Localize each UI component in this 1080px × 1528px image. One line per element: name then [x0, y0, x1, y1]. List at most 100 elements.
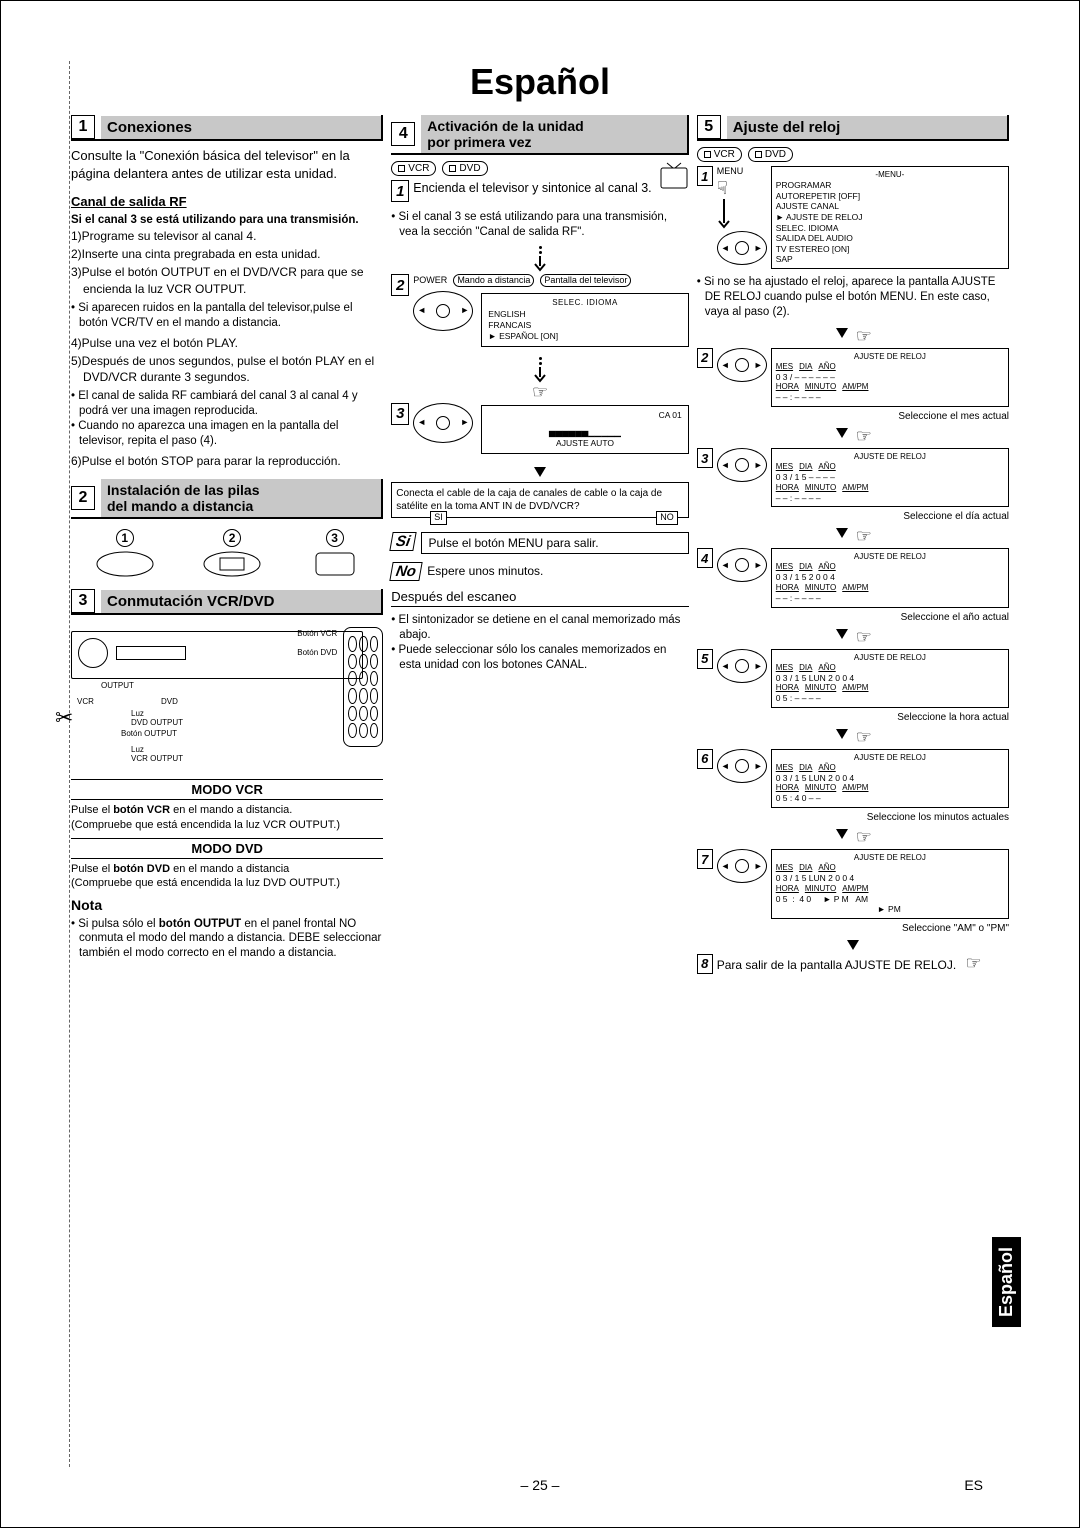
- menu-main: -MENU- PROGRAMAR AUTOREPETIR [OFF] AJUST…: [771, 166, 1009, 269]
- t: SELEC. IDIOMA: [776, 223, 1004, 234]
- t: MINUTO: [805, 583, 836, 593]
- down-arrow-icon: ☞: [697, 728, 1009, 746]
- t: SALIDA DEL AUDIO: [776, 233, 1004, 244]
- antenna-question: Conecta el cable de la caja de canales d…: [391, 482, 688, 518]
- page-number: – 25 –: [1, 1477, 1079, 1493]
- lang-code: ES: [964, 1477, 983, 1493]
- t: Para salir de la pantalla AJUSTE DE RELO…: [717, 958, 956, 972]
- t: MES: [776, 462, 793, 472]
- t: MES: [776, 562, 793, 572]
- cap: Seleccione los minutos actuales: [697, 812, 1009, 823]
- t: MINUTO: [805, 382, 836, 392]
- list-item: 2)Inserte una cinta pregrabada en esta u…: [71, 246, 383, 262]
- lbl: VCR: [77, 697, 94, 706]
- nota-head: Nota: [71, 897, 383, 913]
- t: AJUSTE DE RELOJ: [776, 352, 1004, 362]
- rf-bold: Si el canal 3 se está utilizando para un…: [71, 213, 383, 228]
- down-arrow-icon: [391, 465, 688, 479]
- vcr-p1: Pulse el botón VCR en el mando a distanc…: [71, 803, 383, 817]
- t: MINUTO: [805, 884, 836, 894]
- t: AJUSTE DE RELOJ: [776, 753, 1004, 763]
- t: AUTOREPETIR [OFF]: [776, 191, 1004, 202]
- pill-row: VCR DVD: [391, 161, 688, 176]
- rf-heading: Canal de salida RF: [71, 194, 383, 209]
- step-num: 3: [697, 448, 713, 468]
- t: SAP: [776, 254, 1004, 265]
- section-num: 5: [697, 115, 721, 139]
- hand-icon: ☞: [856, 828, 872, 846]
- t: MES: [776, 663, 793, 673]
- t: Pulse el: [71, 863, 113, 875]
- t: HORA: [776, 583, 799, 593]
- t: Instalación de las pilas: [107, 482, 260, 498]
- col-mid: 4 Activación de la unidad por primera ve…: [391, 115, 688, 1445]
- t: – – : – – – –: [776, 493, 1004, 504]
- clock-box: AJUSTE DE RELOJ MESDIAAÑO 0 3 / 1 5 – – …: [771, 448, 1009, 507]
- t: PROGRAMAR: [776, 180, 1004, 191]
- t: 0 3 / 1 5 LUN 2 0 0 4: [776, 873, 1004, 884]
- t: DIA: [799, 863, 812, 873]
- dvd-p1: Pulse el botón DVD en el mando a distanc…: [71, 862, 383, 876]
- s5-note1: Si no se ha ajustado el reloj, aparece l…: [697, 275, 1009, 320]
- t: del mando a distancia: [107, 498, 253, 514]
- rf-list3: 6)Pulse el botón STOP para parar la repr…: [71, 453, 383, 471]
- clock-box: AJUSTE DE RELOJ MESDIAAÑO 0 3 / – – – – …: [771, 348, 1009, 407]
- cap: Seleccione el mes actual: [697, 411, 1009, 422]
- step-num: 2: [391, 274, 409, 296]
- t: AJUSTE DE RELOJ: [776, 552, 1004, 562]
- clock-box: AJUSTE DE RELOJ MESDIAAÑO 0 3 / 1 5 LUN …: [771, 849, 1009, 919]
- down-arrow-icon: ☞: [697, 828, 1009, 846]
- nav-col: MENU ☟ ◄►: [717, 166, 767, 269]
- t: HORA: [776, 683, 799, 693]
- t: AÑO: [818, 362, 835, 372]
- t: DVD: [459, 163, 480, 174]
- t: AÑO: [818, 763, 835, 773]
- hand-icon: ☞: [532, 383, 548, 401]
- lbl: Botón DVD: [297, 648, 337, 657]
- clock-box: AJUSTE DE RELOJ MESDIAAÑO 0 3 / 1 5 LUN …: [771, 649, 1009, 708]
- t: MES: [776, 863, 793, 873]
- step-num: 5: [697, 649, 713, 669]
- menu-lang: SELEC. IDIOMA ENGLISH FRANCAIS ► ESPAÑOL…: [481, 293, 688, 347]
- no-row: No Espere unos minutos.: [391, 562, 688, 581]
- t: AJUSTE DE RELOJ: [776, 653, 1004, 663]
- dvd-p2: (Compruebe que está encendida la luz DVD…: [71, 876, 383, 890]
- nav-icon: ◄►: [717, 448, 767, 482]
- step-num: 7: [697, 849, 713, 869]
- step-num: 6: [697, 749, 713, 769]
- section-4-bar: 4 Activación de la unidad por primera ve…: [391, 115, 688, 155]
- s4-step1: 1 Encienda el televisor y sintonice al c…: [391, 180, 688, 202]
- dvd-pill: DVD: [442, 161, 487, 176]
- t: Puede seleccionar sólo los canales memor…: [391, 643, 688, 673]
- t: SELEC. IDIOMA: [488, 298, 681, 308]
- list-item: 6)Pulse el botón STOP para parar la repr…: [71, 453, 383, 469]
- nav-icon: ◄►: [717, 548, 767, 582]
- step-body: Encienda el televisor y sintonice al can…: [413, 180, 688, 202]
- step-body: ◄► CA 01 ▅▅▅▅▅▅▁▁▁▁▁ AJUSTE AUTO: [413, 403, 688, 456]
- rf-list: 1)Programe su televisor al canal 4. 2)In…: [71, 228, 383, 299]
- down-arrow-icon: [717, 199, 731, 229]
- t: AÑO: [818, 863, 835, 873]
- t: DIA: [799, 663, 812, 673]
- section-2-bar: 2 Instalación de las pilas del mando a d…: [71, 479, 383, 519]
- t: AM/PM: [842, 884, 868, 894]
- t: AM/PM: [842, 783, 868, 793]
- si-label: Si: [390, 532, 418, 551]
- down-arrow-icon: [697, 939, 1009, 951]
- t: ► ESPAÑOL [ON]: [488, 331, 681, 342]
- t: en el mando a distancia.: [170, 804, 292, 816]
- t: AM/PM: [842, 583, 868, 593]
- t: 0 5 : 4 0 ► P M AM ► PM: [776, 894, 1004, 915]
- nav-col: ◄►: [717, 548, 767, 607]
- vcr-p2: (Compruebe que está encendida la luz VCR…: [71, 818, 383, 832]
- mode-dvd-bar: MODO DVD: [71, 838, 383, 859]
- t: Conecta el cable de la caja de canales d…: [396, 488, 662, 512]
- cap: Seleccione "AM" o "PM": [697, 923, 1009, 934]
- cap: Seleccione la hora actual: [697, 712, 1009, 723]
- t: El sintonizador se detiene en el canal m…: [391, 613, 688, 643]
- t: AM/PM: [842, 683, 868, 693]
- step-num: 8: [697, 954, 713, 974]
- t: HORA: [776, 382, 799, 392]
- section-3-bar: 3 Conmutación VCR/DVD: [71, 589, 383, 615]
- t: VCR: [714, 149, 735, 160]
